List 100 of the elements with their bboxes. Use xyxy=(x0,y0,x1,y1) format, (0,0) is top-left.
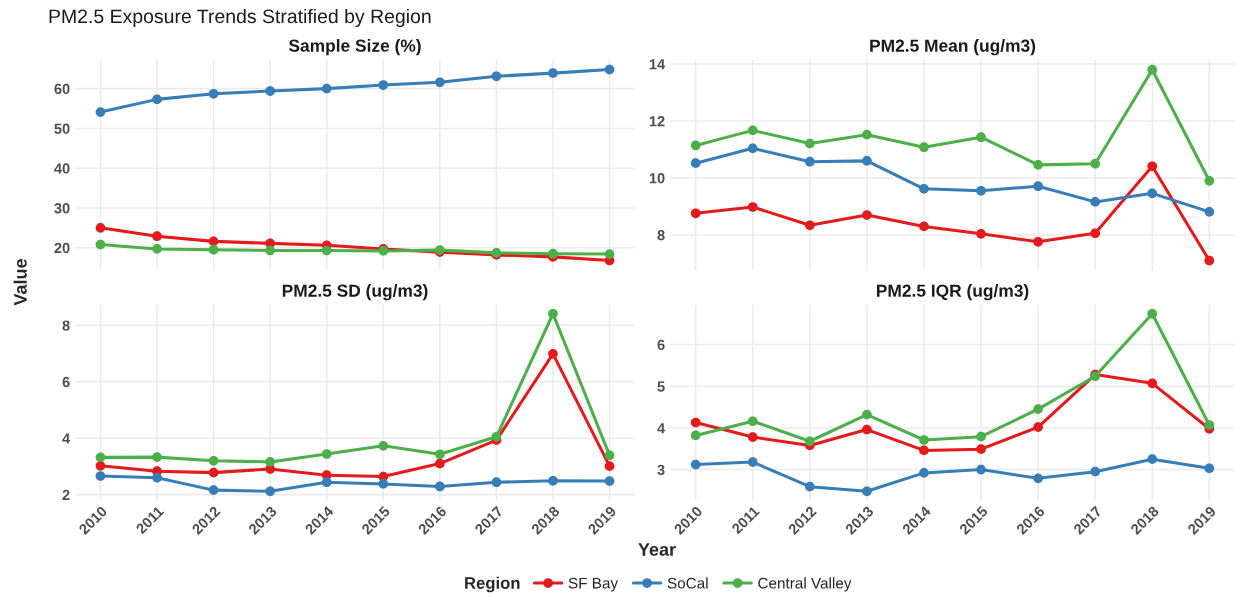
point xyxy=(1090,158,1101,169)
point xyxy=(208,455,219,466)
x-axis-title: Year xyxy=(638,543,676,556)
point xyxy=(548,68,558,78)
point xyxy=(321,245,332,256)
point xyxy=(1147,308,1158,319)
point xyxy=(747,457,758,467)
point xyxy=(265,486,276,497)
point xyxy=(804,481,815,492)
point xyxy=(321,449,332,459)
point xyxy=(919,435,929,445)
point xyxy=(604,461,615,471)
point xyxy=(152,472,162,483)
point xyxy=(1090,466,1101,477)
point xyxy=(548,248,558,259)
point xyxy=(1033,236,1043,247)
point xyxy=(1033,160,1043,170)
legend-label: SoCal xyxy=(667,577,708,589)
chart-title: PM2.5 SD (ug/m3) xyxy=(282,284,428,301)
point xyxy=(95,471,106,481)
point xyxy=(321,477,332,488)
point xyxy=(804,156,815,167)
point xyxy=(1147,378,1158,389)
point xyxy=(95,460,106,471)
point xyxy=(804,220,815,231)
point xyxy=(747,143,758,154)
chart-title: Sample Size (%) xyxy=(288,39,421,56)
y-tick-label: 40 xyxy=(54,163,70,174)
point xyxy=(265,245,276,256)
point xyxy=(321,83,332,94)
y-tick-label: 8 xyxy=(62,320,70,331)
y-tick-label: 3 xyxy=(657,464,665,476)
point xyxy=(862,409,872,420)
point xyxy=(548,348,558,359)
point xyxy=(919,468,929,478)
point xyxy=(862,156,872,166)
point xyxy=(1147,454,1158,465)
point xyxy=(491,71,502,82)
point xyxy=(919,183,929,194)
y-tick-label: 10 xyxy=(649,173,665,184)
point xyxy=(604,64,615,75)
point xyxy=(747,202,758,212)
point xyxy=(1147,161,1158,172)
point xyxy=(265,86,276,96)
point xyxy=(1147,64,1158,75)
point xyxy=(1204,175,1215,186)
point xyxy=(1204,463,1215,474)
point xyxy=(1090,197,1101,207)
point xyxy=(690,158,701,169)
point xyxy=(862,424,872,435)
y-tick-label: 30 xyxy=(54,203,70,214)
point xyxy=(1204,255,1215,266)
y-tick-label: 5 xyxy=(657,381,665,392)
legend-label: Central Valley xyxy=(758,577,852,592)
point xyxy=(1204,207,1215,217)
point xyxy=(919,221,929,232)
y-axis-title: Value xyxy=(13,259,27,306)
point xyxy=(152,94,162,105)
point xyxy=(604,249,615,259)
point xyxy=(208,485,219,495)
point xyxy=(747,416,758,427)
point xyxy=(919,142,929,153)
y-tick-label: 6 xyxy=(657,339,665,351)
y-tick-label: 6 xyxy=(62,376,70,388)
y-tick-label: 2 xyxy=(62,489,70,500)
point xyxy=(804,138,815,149)
y-tick-label: 4 xyxy=(62,433,71,444)
point xyxy=(434,458,445,469)
point xyxy=(690,417,701,428)
point xyxy=(548,475,558,486)
point xyxy=(690,430,701,441)
point xyxy=(919,445,929,456)
point xyxy=(491,477,502,488)
y-tick-label: 4 xyxy=(657,423,666,434)
point xyxy=(690,459,701,470)
point xyxy=(1033,404,1043,415)
point xyxy=(1090,228,1101,239)
point xyxy=(434,77,445,88)
point xyxy=(976,132,986,143)
point xyxy=(862,210,872,220)
point xyxy=(95,452,106,463)
point xyxy=(152,452,162,462)
point xyxy=(434,481,445,492)
point xyxy=(95,107,106,117)
point xyxy=(747,125,758,136)
point xyxy=(976,228,986,239)
point xyxy=(976,185,986,196)
point xyxy=(604,450,615,461)
y-tick-label: 12 xyxy=(649,116,665,127)
point xyxy=(1204,420,1215,430)
point xyxy=(976,431,986,442)
chart-title: PM2.5 Mean (ug/m3) xyxy=(870,39,1036,56)
point xyxy=(604,476,615,486)
point xyxy=(690,208,701,219)
point xyxy=(976,444,986,455)
point xyxy=(378,80,389,90)
point xyxy=(152,244,162,254)
point xyxy=(491,431,502,442)
point xyxy=(1033,181,1043,192)
y-tick-label: 50 xyxy=(54,123,70,134)
